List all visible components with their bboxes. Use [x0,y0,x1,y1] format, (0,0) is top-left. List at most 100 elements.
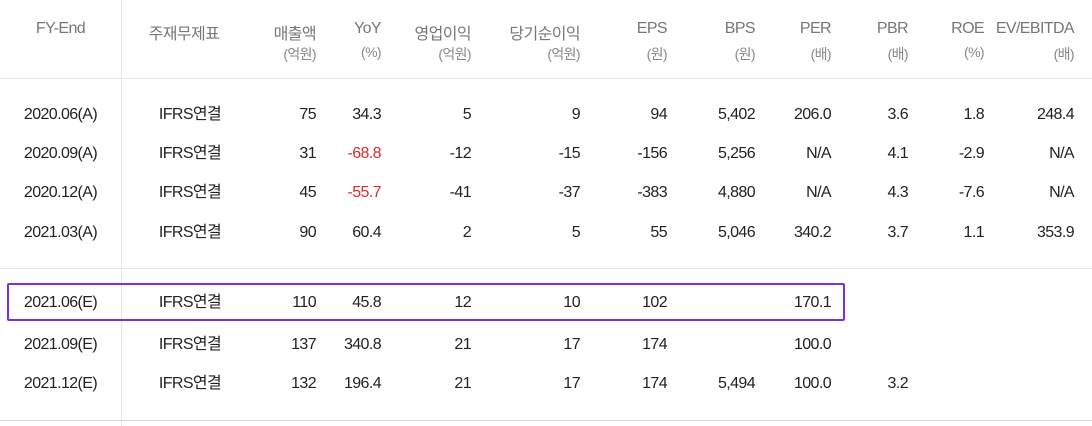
column-divider [121,0,122,426]
header-pbr: PBR (배) [876,20,909,62]
table-header: FY-End 주재무제표 매출액 (억원) YoY (%) 영업이익 (억원) … [0,0,1092,78]
ev-ebitda-cell: 353.9 [1036,224,1075,241]
table-row: 2020.06(A) IFRS연결 75 34.3 5 9 94 5,402 2… [0,96,1092,134]
per-cell: N/A [806,145,831,162]
fy-end-cell: 2020.06(A) [23,106,98,123]
highlight-box [7,283,845,321]
per-cell: 100.0 [793,375,832,392]
roe-cell: 1.1 [963,224,985,241]
per-cell: N/A [806,184,831,201]
sales-cell: 75 [299,106,316,123]
pbr-cell: 4.3 [887,184,909,201]
pbr-cell: 4.1 [887,145,909,162]
eps-cell: -156 [637,145,667,162]
yoy-cell: -68.8 [347,145,382,162]
operating-profit-cell: 21 [454,375,471,392]
pbr-cell: 3.7 [887,224,909,241]
per-cell: 206.0 [793,106,832,123]
eps-cell: 102 [642,294,668,311]
yoy-cell: 196.4 [343,375,382,392]
net-income-cell: -37 [558,184,581,201]
operating-profit-cell: 12 [454,294,471,311]
yoy-cell: 60.4 [352,224,381,241]
bps-cell: 4,880 [717,184,756,201]
ev-ebitda-cell: N/A [1049,145,1074,162]
statement-type-cell: IFRS연결 [158,106,222,123]
fy-end-cell: 2021.09(E) [23,336,98,353]
roe-cell [908,326,984,364]
statement-type-cell: IFRS연결 [158,145,222,162]
sales-cell: 110 [292,294,316,311]
header-ev-ebitda: EV/EBITDA (배) [995,20,1075,62]
group-divider [0,268,1092,269]
yoy-cell: 34.3 [352,106,381,123]
operating-profit-cell: 5 [462,106,472,123]
yoy-cell: 45.8 [352,294,381,311]
sales-cell: 137 [291,336,317,353]
header-per: PER (배) [799,20,832,62]
net-income-cell: 10 [563,294,580,311]
roe-cell: -7.6 [958,184,985,201]
table-bottom-border [0,420,1092,421]
per-cell: 340.2 [793,224,832,241]
header-fy-end: FY-End [35,20,86,37]
operating-profit-cell: 2 [462,224,472,241]
header-divider [0,78,1092,79]
header-yoy: YoY (%) [354,20,382,60]
statement-type-cell: IFRS연결 [158,184,222,201]
bps-cell: 5,402 [717,106,756,123]
per-cell: 170.1 [793,294,832,311]
eps-cell: 174 [642,375,668,392]
table-row: 2020.09(A) IFRS연결 31 -68.8 -12 -15 -156 … [0,135,1092,173]
header-bps: BPS (원) [724,20,756,62]
yoy-cell: -55.7 [347,184,382,201]
pbr-cell: 3.2 [887,375,909,392]
eps-cell: -383 [637,184,667,201]
fy-end-cell: 2021.06(E) [23,294,98,311]
header-statement-type: 주재무제표 [148,26,220,43]
statement-type-cell: IFRS연결 [158,294,222,311]
statement-type-cell: IFRS연결 [158,224,222,241]
pbr-cell: 3.6 [887,106,909,123]
eps-cell: 55 [650,224,667,241]
net-income-cell: 5 [571,224,581,241]
net-income-cell: 9 [571,106,581,123]
bps-cell: 5,256 [717,145,756,162]
roe-cell: -2.9 [958,145,985,162]
header-sales: 매출액 (억원) [273,26,317,62]
per-cell: 100.0 [793,336,832,353]
fy-end-cell: 2021.12(E) [23,375,98,392]
roe-cell [908,284,984,322]
table-row: 2021.03(A) IFRS연결 90 60.4 2 5 55 5,046 3… [0,214,1092,252]
statement-type-cell: IFRS연결 [158,375,222,392]
fy-end-cell: 2020.09(A) [23,145,98,162]
yoy-cell: 340.8 [343,336,382,353]
operating-profit-cell: 21 [454,336,471,353]
net-income-cell: -15 [558,145,581,162]
header-operating-profit: 영업이익 (억원) [414,26,472,62]
eps-cell: 174 [642,336,668,353]
ev-ebitda-cell [984,284,1074,322]
net-income-cell: 17 [563,336,580,353]
table-row-highlighted: 2021.06(E) IFRS연결 110 45.8 12 10 102 170… [0,284,1092,322]
statement-type-cell: IFRS연결 [158,336,222,353]
eps-cell: 94 [650,106,667,123]
header-roe: ROE (%) [951,20,984,60]
bps-cell: 5,046 [717,224,756,241]
header-net-income: 당기순이익 (억원) [509,26,580,62]
table-row: 2021.12(E) IFRS연결 132 196.4 21 17 174 5,… [0,365,1092,403]
pbr-cell [831,326,908,364]
sales-cell: 31 [299,145,316,162]
ev-ebitda-cell [984,365,1074,403]
bps-cell: 5,494 [717,375,756,392]
fy-end-cell: 2020.12(A) [23,184,98,201]
header-eps: EPS (원) [636,20,668,62]
ev-ebitda-cell: N/A [1049,184,1074,201]
sales-cell: 90 [299,224,316,241]
sales-cell: 132 [291,375,317,392]
table-row: 2021.09(E) IFRS연결 137 340.8 21 17 174 10… [0,326,1092,364]
fy-end-cell: 2021.03(A) [23,224,98,241]
sales-cell: 45 [299,184,316,201]
ev-ebitda-cell: 248.4 [1036,106,1075,123]
table-row: 2020.12(A) IFRS연결 45 -55.7 -41 -37 -383 … [0,174,1092,212]
